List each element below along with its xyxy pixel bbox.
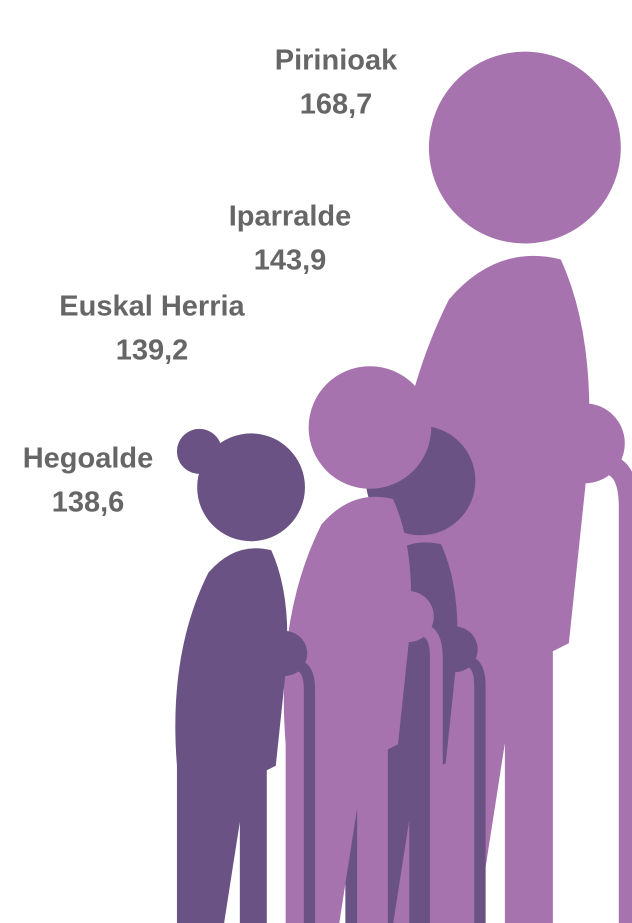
- head: [197, 433, 305, 542]
- body: [175, 548, 288, 923]
- category-label: Iparralde: [229, 201, 352, 233]
- body: [283, 496, 412, 923]
- value-label: 168,7: [300, 89, 373, 121]
- head: [428, 51, 621, 244]
- category-label: Euskal Herria: [59, 291, 245, 323]
- head: [308, 366, 432, 489]
- cane: [282, 659, 316, 923]
- figure: [390, 51, 632, 923]
- figure: [283, 366, 443, 923]
- value-label: 143,9: [254, 245, 327, 277]
- cane: [406, 623, 443, 923]
- category-label: Hegoalde: [23, 443, 154, 475]
- value-label: 139,2: [116, 335, 189, 367]
- cane: [452, 655, 486, 923]
- cane: [581, 453, 632, 923]
- category-label: Pirinioak: [275, 45, 398, 77]
- value-label: 138,6: [52, 487, 125, 519]
- figure: [175, 428, 316, 923]
- hair-bun: [176, 428, 222, 474]
